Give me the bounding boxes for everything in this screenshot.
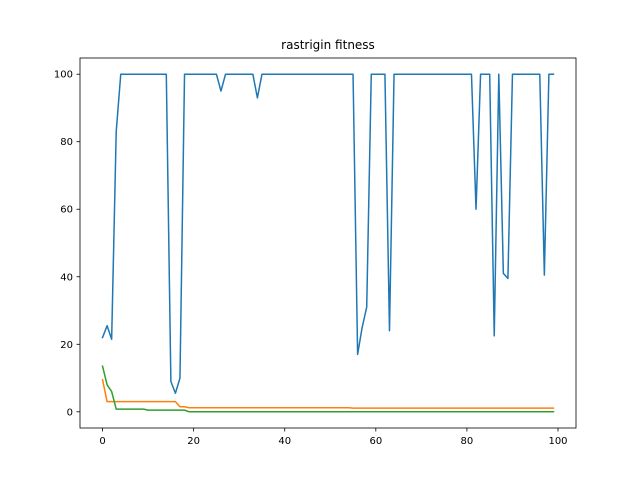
x-tick-label: 0 bbox=[99, 436, 105, 447]
x-tick-label: 100 bbox=[548, 436, 567, 447]
chart-title: rastrigin fitness bbox=[281, 38, 375, 52]
x-tick-label: 40 bbox=[278, 436, 291, 447]
x-axis-ticks: 0 20 40 60 80 100 bbox=[99, 428, 568, 447]
x-tick-label: 60 bbox=[369, 436, 382, 447]
series-line-3 bbox=[101, 365, 555, 413]
y-tick-label: 80 bbox=[60, 137, 73, 148]
series-line-1 bbox=[101, 73, 555, 394]
y-tick-label: 0 bbox=[67, 407, 73, 418]
plot-series bbox=[101, 73, 555, 413]
x-tick-label: 80 bbox=[461, 436, 474, 447]
y-tick-label: 60 bbox=[60, 205, 73, 216]
y-tick-label: 20 bbox=[60, 340, 73, 351]
series-line-2 bbox=[101, 378, 555, 409]
axes-frame bbox=[79, 57, 577, 429]
y-axis-ticks: 0 20 40 60 80 100 bbox=[54, 70, 80, 418]
y-tick-label: 100 bbox=[54, 70, 73, 81]
x-tick-label: 20 bbox=[187, 436, 200, 447]
y-tick-label: 40 bbox=[60, 272, 73, 283]
